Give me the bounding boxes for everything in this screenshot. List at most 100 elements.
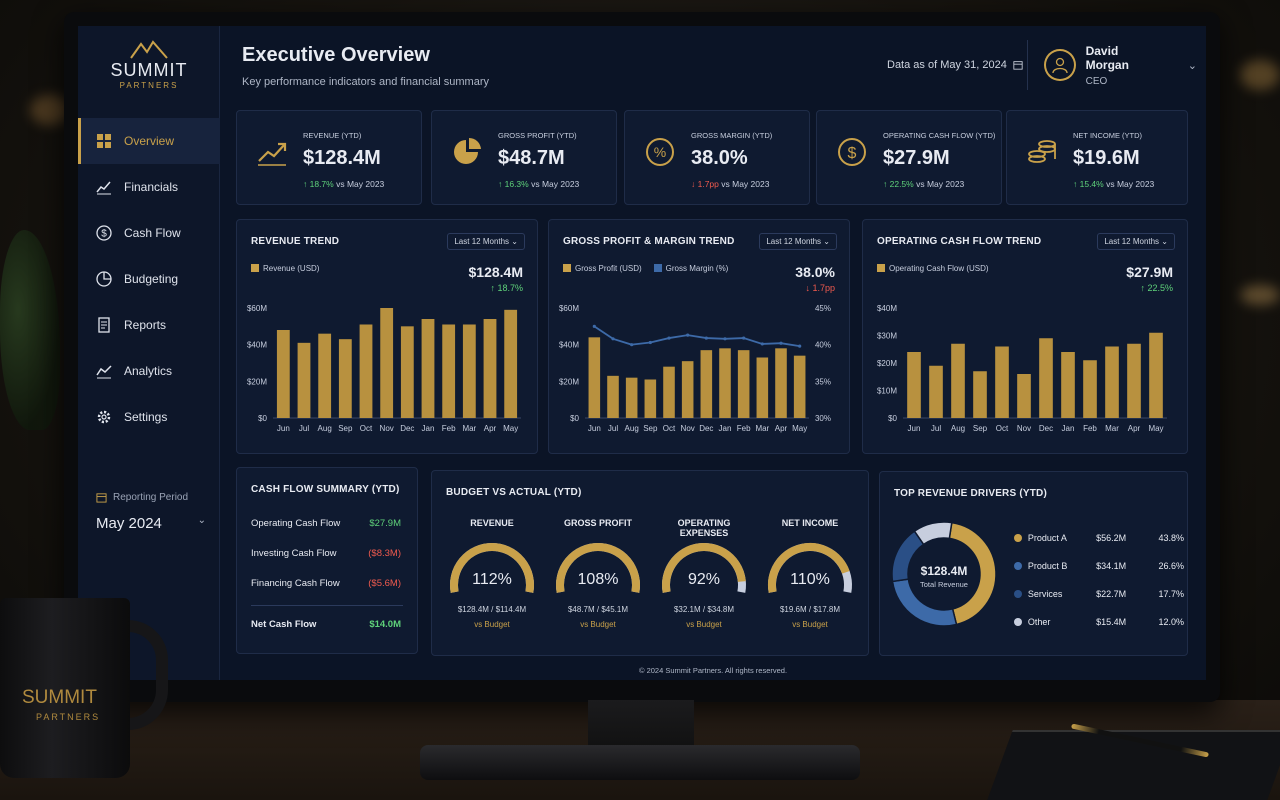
kpi-card-revenue[interactable]: REVENUE (YTD) $128.4M ↑ 18.7% vs May 202…	[236, 110, 422, 205]
y-tick-label: $0	[570, 414, 579, 423]
bar[interactable]	[483, 319, 497, 418]
margin-point[interactable]	[686, 333, 690, 337]
sidebar-item-financials[interactable]: Financials	[78, 164, 220, 210]
bar[interactable]	[719, 348, 731, 418]
bar[interactable]	[359, 324, 373, 419]
margin-point[interactable]	[630, 343, 634, 347]
bar[interactable]	[775, 348, 787, 418]
sidebar-item-cash-flow[interactable]: $ Cash Flow	[78, 210, 220, 256]
x-tick-label: Jul	[299, 424, 309, 433]
margin-point[interactable]	[779, 341, 783, 345]
avatar	[1044, 49, 1076, 81]
budget-gauge[interactable]: NET INCOME 110% $19.6M / $17.8M vs Budget	[760, 471, 860, 657]
bar[interactable]	[681, 361, 694, 418]
bar[interactable]	[400, 326, 414, 418]
x-tick-label: Apr	[775, 424, 788, 433]
bar[interactable]	[756, 357, 769, 419]
bar[interactable]	[1061, 352, 1075, 418]
bar[interactable]	[421, 319, 435, 418]
bar[interactable]	[793, 355, 806, 418]
kpi-card-operating-cash-flow[interactable]: $ OPERATING CASH FLOW (YTD) $27.9M ↑ 22.…	[816, 110, 1002, 205]
margin-point[interactable]	[704, 336, 708, 340]
reporting-period-select[interactable]: May 2024 ⌄	[96, 515, 206, 532]
bar[interactable]	[973, 371, 987, 418]
bar[interactable]	[1083, 360, 1097, 418]
range-select-value: Last 12 Months	[766, 237, 822, 246]
margin-point[interactable]	[611, 337, 615, 341]
user-menu[interactable]: David Morgan CEO ⌄	[1027, 40, 1197, 90]
analytics-icon	[96, 365, 112, 379]
bar[interactable]	[607, 375, 619, 418]
bar[interactable]	[1039, 338, 1053, 418]
bar[interactable]	[276, 330, 290, 418]
sidebar-item-analytics[interactable]: Analytics	[78, 348, 220, 394]
bar[interactable]	[380, 308, 394, 418]
bar[interactable]	[504, 309, 518, 418]
driver-row[interactable]: Product A $56.2M 43.8%	[1014, 533, 1184, 543]
budget-gauge[interactable]: GROSS PROFIT 108% $48.7M / $45.1M vs Budget	[548, 471, 648, 657]
sidebar-item-budgeting[interactable]: Budgeting	[78, 256, 220, 302]
bar[interactable]	[663, 366, 675, 418]
coffee-mug	[0, 598, 130, 778]
revenue-trend-panel: REVENUE TREND Last 12 Months ⌄ Revenue (…	[236, 219, 538, 454]
bar[interactable]	[625, 377, 638, 418]
legend-item: Operating Cash Flow (USD)	[877, 264, 989, 273]
bar[interactable]	[951, 343, 965, 418]
legend-dot	[1014, 618, 1022, 626]
bar[interactable]	[1017, 374, 1031, 418]
budget-gauge[interactable]: OPERATING EXPENSES 92% $32.1M / $34.8M vs B…	[654, 471, 754, 657]
driver-value: $15.4M	[1096, 617, 1127, 627]
margin-line	[593, 325, 800, 348]
margin-point[interactable]	[592, 324, 596, 328]
data-as-of[interactable]: Data as of May 31, 2024	[887, 59, 1023, 71]
kpi-card-net-income[interactable]: NET INCOME (YTD) $19.6M ↑ 15.4% vs May 2…	[1006, 110, 1188, 205]
bar[interactable]	[907, 352, 921, 418]
x-tick-label: Sep	[643, 424, 658, 433]
kpi-label: GROSS PROFIT (YTD)	[498, 131, 577, 140]
bar[interactable]	[297, 342, 311, 418]
donut-center-label: Total Revenue	[920, 580, 968, 589]
panel-title: OPERATING CASH FLOW TREND	[877, 236, 1042, 247]
driver-row[interactable]: Product B $34.1M 26.6%	[1014, 561, 1184, 571]
margin-point[interactable]	[723, 337, 727, 341]
driver-row[interactable]: Services $22.7M 17.7%	[1014, 589, 1184, 599]
budget-gauge[interactable]: REVENUE 112% $128.4M / $114.4M vs Budget	[442, 471, 542, 657]
x-tick-label: Aug	[318, 424, 332, 433]
bar[interactable]	[700, 350, 713, 418]
bar[interactable]	[1105, 346, 1119, 419]
reporting-period[interactable]: Reporting Period May 2024 ⌄	[96, 492, 206, 532]
bar[interactable]	[462, 324, 476, 419]
bar[interactable]	[644, 379, 657, 419]
sidebar-item-overview[interactable]: Overview	[78, 118, 220, 164]
margin-point[interactable]	[742, 336, 746, 340]
driver-value: $22.7M	[1096, 589, 1127, 599]
sidebar-item-settings[interactable]: Settings	[78, 394, 220, 440]
margin-point[interactable]	[667, 336, 671, 340]
sidebar-item-reports[interactable]: Reports	[78, 302, 220, 348]
margin-point[interactable]	[648, 340, 652, 345]
bar[interactable]	[338, 339, 352, 418]
margin-point[interactable]	[798, 344, 802, 348]
bar[interactable]	[318, 333, 332, 418]
dollar-icon: $	[838, 138, 866, 166]
x-tick-label: Sep	[973, 424, 988, 433]
bar[interactable]	[442, 324, 456, 419]
range-select[interactable]: Last 12 Months ⌄	[1097, 233, 1175, 250]
kpi-card-gross-margin[interactable]: % GROSS MARGIN (YTD) 38.0% ↓ 1.7pp vs Ma…	[624, 110, 810, 205]
kpi-value: $128.4M	[303, 147, 381, 169]
driver-row[interactable]: Other $15.4M 12.0%	[1014, 617, 1184, 627]
range-select[interactable]: Last 12 Months ⌄	[759, 233, 837, 250]
brand-logo[interactable]: SUMMIT PARTNERS	[78, 40, 220, 90]
bar[interactable]	[929, 365, 943, 418]
bar[interactable]	[737, 350, 750, 418]
bar[interactable]	[1127, 343, 1141, 418]
donut-slice[interactable]	[913, 521, 953, 546]
kpi-card-gross-profit[interactable]: GROSS PROFIT (YTD) $48.7M ↑ 16.3% vs May…	[431, 110, 617, 205]
x-tick-label: Feb	[737, 424, 751, 433]
row-label: Net Cash Flow	[251, 619, 317, 630]
bar[interactable]	[995, 346, 1009, 419]
bar[interactable]	[588, 337, 601, 418]
margin-point[interactable]	[760, 342, 764, 346]
range-select[interactable]: Last 12 Months ⌄	[447, 233, 525, 250]
bar[interactable]	[1149, 332, 1163, 418]
